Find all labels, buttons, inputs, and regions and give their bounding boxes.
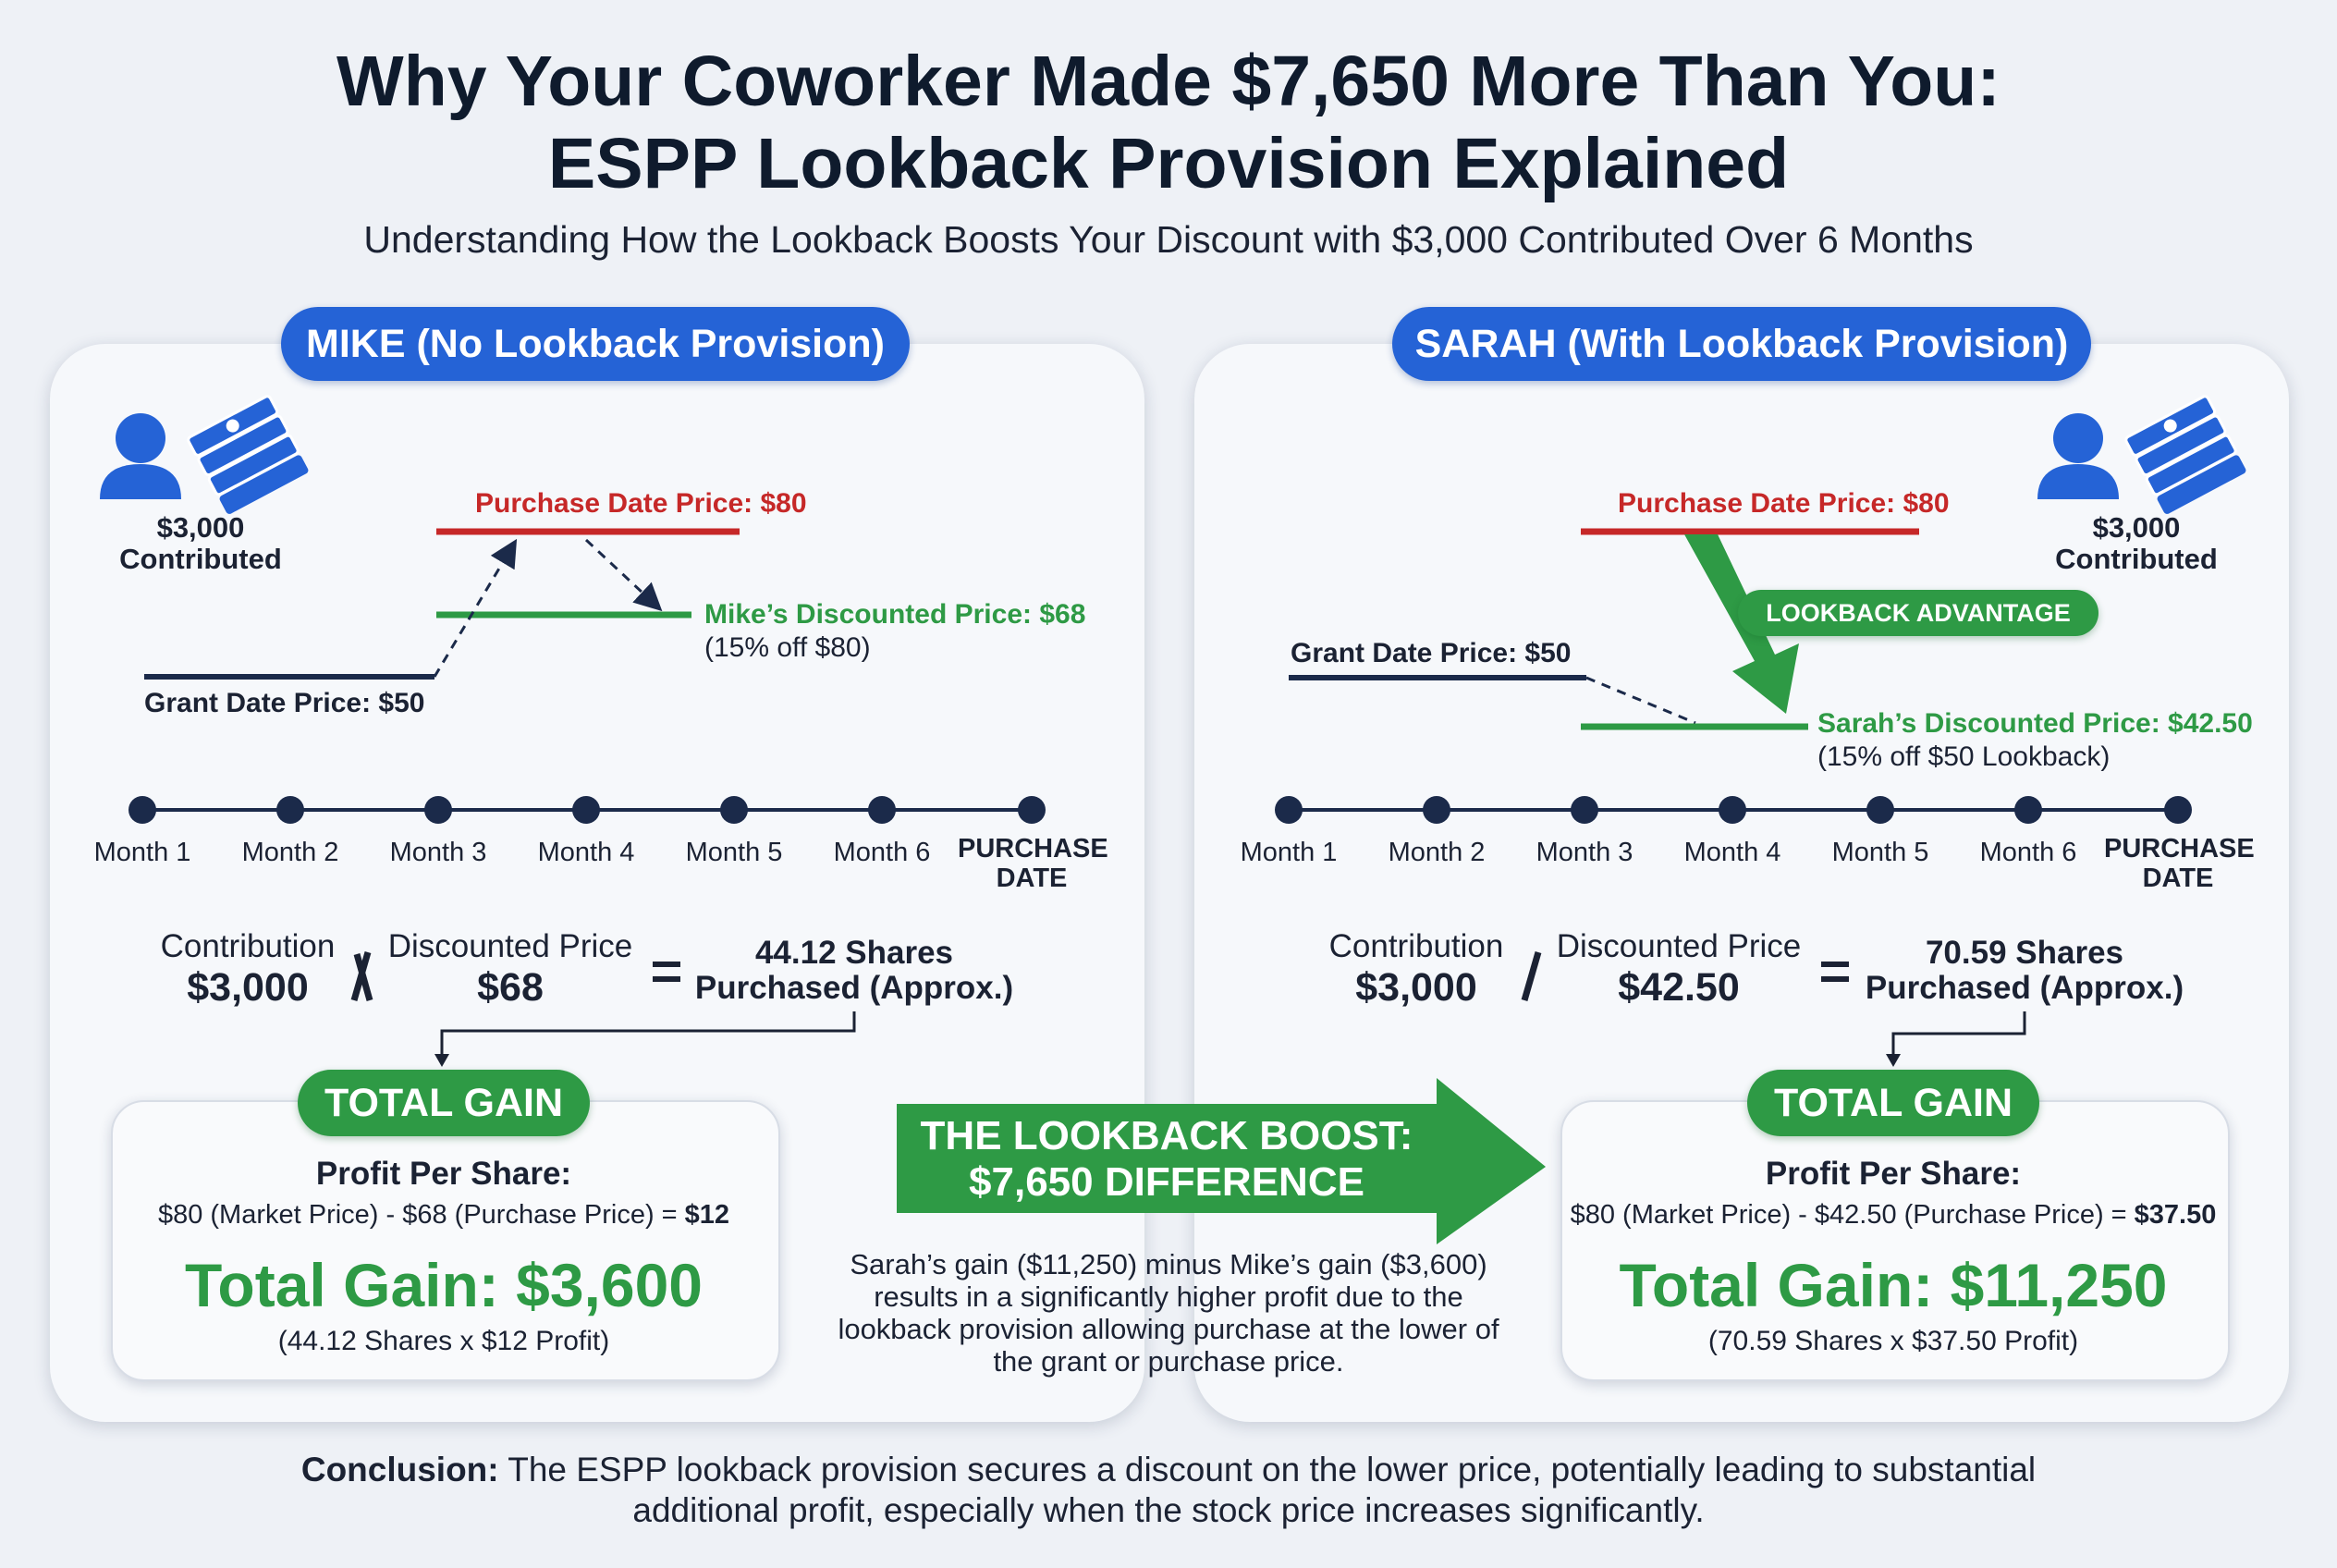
sarah-price-value: $42.50 [1618, 965, 1740, 1010]
purchase-date-line1: PURCHASE [2104, 834, 2255, 864]
mike-gain-box [111, 1100, 780, 1381]
sarah-contributed-label: Contributed [2055, 543, 2218, 575]
sarah-contribution-label: Contribution [1328, 928, 1504, 964]
lookback-boost-title: THE LOOKBACK BOOST: $7,650 DIFFERENCE [897, 1113, 1437, 1206]
conclusion-text: The ESPP lookback provision secures a di… [498, 1451, 2037, 1529]
cash-stack-icon [187, 395, 309, 514]
mike-price-value: $68 [477, 965, 544, 1010]
page-title: Why Your Coworker Made $7,650 More Than … [336, 42, 2001, 121]
sarah-profit-formula: $80 (Market Price) - $42.50 (Purchase Pr… [1560, 1200, 2226, 1231]
timeline-month-label: Month 6 [833, 838, 931, 867]
mike-profit-per-share-label: Profit Per Share: [315, 1156, 572, 1192]
sarah-total-gain-badge: TOTAL GAIN [1747, 1070, 2039, 1136]
slash-divider [1521, 951, 1542, 1001]
person-icon [2037, 413, 2119, 499]
sarah-formula-text: $80 (Market Price) - $42.50 (Purchase Pr… [1570, 1200, 2135, 1230]
mike-contributed-amount: $3,000 [156, 511, 245, 544]
equals-sign [1821, 962, 1849, 982]
person-icon [100, 413, 181, 499]
timeline-month-label: Month 3 [389, 838, 487, 867]
sarah-total-gain-note: (70.59 Shares x $37.50 Profit) [1707, 1326, 2079, 1356]
sarah-price-label: Discounted Price [1556, 928, 1802, 964]
sarah-contributed-amount: $3,000 [2092, 511, 2181, 544]
purchase-date-line1: PURCHASE [958, 834, 1108, 864]
purchase-date-line2: DATE [996, 864, 1068, 893]
mike-contributed: $3,000 Contributed [116, 512, 285, 575]
timeline-month-label: Month 4 [537, 838, 635, 867]
mike-shares: 44.12 Shares Purchased (Approx.) [688, 936, 1021, 1006]
mike-formula-result: $12 [684, 1200, 730, 1230]
mike-shares-caption: Purchased (Approx.) [694, 970, 1014, 1006]
mike-discounted-price-label: Mike’s Discounted Price: $68 [704, 599, 1086, 630]
timeline-month-label: Month 5 [685, 838, 783, 867]
timeline-month-label: Month 3 [1536, 838, 1633, 867]
timeline-month-label: Month 4 [1683, 838, 1781, 867]
cash-stack-icon [2124, 395, 2246, 514]
mike-total-gain-note: (44.12 Shares x $12 Profit) [277, 1326, 610, 1356]
lookback-advantage-badge: LOOKBACK ADVANTAGE [1738, 590, 2098, 636]
sarah-profit-per-share-label: Profit Per Share: [1765, 1156, 2022, 1192]
sarah-grant-price-label: Grant Date Price: $50 [1291, 638, 1572, 668]
mike-shares-count: 44.12 Shares [754, 935, 954, 971]
slash-divider [350, 951, 373, 1001]
mike-price-label: Discounted Price [387, 928, 633, 964]
sarah-discounted-price-label: Sarah’s Discounted Price: $42.50 [1817, 708, 2253, 739]
timeline-month-label: Month 5 [1831, 838, 1929, 867]
sarah-formula-result: $37.50 [2134, 1200, 2217, 1230]
mike-profit-formula: $80 (Market Price) - $68 (Purchase Price… [111, 1200, 777, 1231]
mike-contributed-label: Contributed [119, 543, 282, 575]
timeline-month-label: Month 6 [1979, 838, 2077, 867]
conclusion-label: Conclusion: [300, 1451, 499, 1488]
purchase-date-line2: DATE [2142, 864, 2214, 893]
mike-contribution-label: Contribution [160, 928, 336, 964]
sarah-shares: 70.59 Shares Purchased (Approx.) [1858, 936, 2191, 1006]
sarah-header-pill: SARAH (With Lookback Provision) [1392, 307, 2091, 381]
lookback-boost-description: Sarah’s gain ($11,250) minus Mike’s gain… [838, 1248, 1499, 1378]
sarah-contribution-value: $3,000 [1355, 965, 1477, 1010]
sarah-shares-caption: Purchased (Approx.) [1865, 970, 2184, 1006]
mike-total-gain: Total Gain: $3,600 [185, 1251, 703, 1319]
timeline-month-label: Month 1 [1240, 838, 1338, 867]
timeline-month-label: Month 1 [93, 838, 191, 867]
timeline-month-label: Month 2 [1388, 838, 1486, 867]
timeline-month-label: Month 2 [241, 838, 339, 867]
boost-line2: $7,650 DIFFERENCE [969, 1159, 1364, 1205]
sarah-contributed: $3,000 Contributed [2052, 512, 2221, 575]
mike-formula-text: $80 (Market Price) - $68 (Purchase Price… [157, 1200, 685, 1230]
timeline-purchase-date-label: PURCHASE DATE [958, 834, 1108, 893]
page-title-line2: ESPP Lookback Provision Explained [547, 124, 1790, 203]
mike-total-gain-badge: TOTAL GAIN [298, 1070, 590, 1136]
mike-discounted-note: (15% off $80) [704, 632, 871, 663]
timeline-purchase-date-label: PURCHASE DATE [2104, 834, 2255, 893]
sarah-gain-box [1560, 1100, 2230, 1381]
mike-grant-price-label: Grant Date Price: $50 [144, 688, 425, 718]
mike-header-pill: MIKE (No Lookback Provision) [281, 307, 910, 381]
boost-line1: THE LOOKBACK BOOST: [920, 1113, 1413, 1158]
lookback-boost-arrow [897, 1078, 1546, 1244]
equals-sign [653, 962, 680, 982]
sarah-discounted-note: (15% off $50 Lookback) [1817, 741, 2111, 772]
sarah-total-gain: Total Gain: $11,250 [1619, 1251, 2168, 1319]
page-subtitle: Understanding How the Lookback Boosts Yo… [363, 218, 1974, 261]
mike-purchase-price-label: Purchase Date Price: $80 [475, 488, 807, 519]
sarah-purchase-price-label: Purchase Date Price: $80 [1618, 488, 1950, 519]
sarah-shares-count: 70.59 Shares [1925, 935, 2124, 971]
mike-contribution-value: $3,000 [187, 965, 309, 1010]
conclusion: Conclusion: The ESPP lookback provision … [244, 1450, 2093, 1531]
